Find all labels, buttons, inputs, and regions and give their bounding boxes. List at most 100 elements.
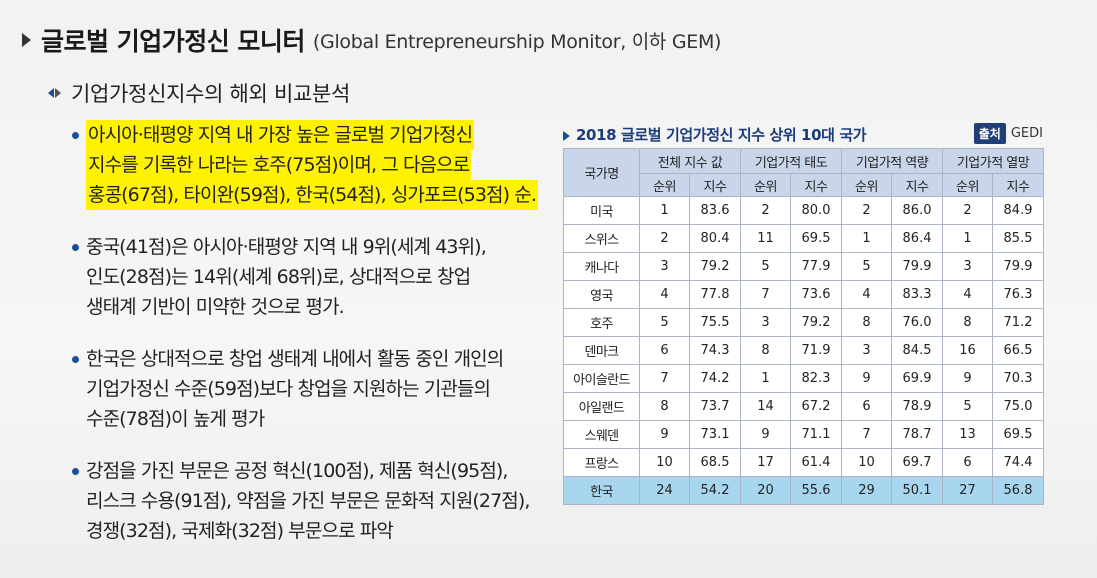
rank-cell: 2 [942, 196, 994, 225]
bullet-text: 수준(78점)이 높게 평가 [86, 408, 265, 430]
rank-cell: 6 [639, 336, 690, 365]
group-header: 기업가적 태도 [740, 148, 843, 174]
index-cell: 71.2 [992, 308, 1045, 337]
rank-header: 순위 [942, 173, 994, 197]
country-cell: 한국 [563, 476, 640, 505]
rank-cell: 8 [639, 392, 690, 421]
rank-cell: 14 [740, 392, 792, 421]
index-cell: 80.4 [688, 224, 742, 253]
index-cell: 82.3 [790, 364, 843, 393]
index-cell: 73.1 [688, 420, 742, 449]
rank-cell: 3 [639, 252, 690, 281]
index-cell: 84.9 [992, 196, 1045, 225]
rank-cell: 1 [740, 364, 792, 393]
rank-cell: 5 [942, 392, 994, 421]
index-cell: 77.8 [688, 280, 742, 309]
rank-cell: 16 [942, 336, 994, 365]
index-cell: 73.6 [790, 280, 843, 309]
table-row: 아일랜드 8 73.7 14 67.2 6 78.9 5 75.0 [563, 392, 1045, 421]
bullet-line: 홍콩(67점), 타이완(59점), 한국(54점), 싱가포르(53점) 순. [86, 180, 552, 210]
bullet-line: 생태계 기반이 미약한 것으로 평가. [86, 292, 552, 322]
index-cell: 69.7 [891, 448, 944, 477]
bullet-line: 인도(28점)는 14위(세계 68위)로, 상대적으로 창업 [86, 262, 552, 292]
rank-cell: 5 [740, 252, 792, 281]
page-header: 글로벌 기업가정신 모니터 (Global Entrepreneurship M… [22, 22, 721, 58]
index-cell: 71.1 [790, 420, 843, 449]
rank-cell: 7 [639, 364, 690, 393]
index-cell: 79.2 [688, 252, 742, 281]
rank-cell: 6 [841, 392, 893, 421]
rank-cell: 17 [740, 448, 792, 477]
table-row: 스웨덴 9 73.1 9 71.1 7 78.7 13 69.5 [563, 420, 1045, 449]
bullet-line: 강점을 가진 부문은 공정 혁신(100점), 제품 혁신(95점), [86, 456, 552, 486]
rank-cell: 10 [841, 448, 893, 477]
table-row: 미국 1 83.6 2 80.0 2 86.0 2 84.9 [563, 196, 1045, 225]
index-cell: 86.0 [891, 196, 944, 225]
bullet-text: 경쟁(32점), 국제화(32점) 부문으로 파악 [86, 520, 394, 542]
index-cell: 79.9 [891, 252, 944, 281]
rank-cell: 6 [942, 448, 994, 477]
index-cell: 67.2 [790, 392, 843, 421]
page-title: 글로벌 기업가정신 모니터 [41, 27, 305, 56]
rank-cell: 8 [740, 336, 792, 365]
bullet-text: 중국(41점)은 아시아·태평양 지역 내 9위(세계 43위), [86, 236, 487, 258]
index-cell: 84.5 [891, 336, 944, 365]
rank-cell: 2 [841, 196, 893, 225]
group-header: 전체 지수 값 [638, 148, 742, 174]
index-cell: 85.5 [992, 224, 1045, 253]
index-header: 지수 [891, 173, 944, 197]
rank-cell: 7 [740, 280, 792, 309]
rank-cell: 8 [942, 308, 994, 337]
group-header: 기업가적 열망 [942, 148, 1045, 174]
bullet-list: 아시아·태평양 지역 내 가장 높은 글로벌 기업가정신 지수를 기록한 나라는 … [72, 120, 552, 568]
source-name: GEDI [1010, 126, 1043, 141]
bullet-text: 인도(28점)는 14위(세계 68위)로, 상대적으로 창업 [86, 266, 471, 288]
rank-cell: 20 [740, 476, 792, 505]
rank-cell: 29 [841, 476, 893, 505]
rank-header: 순위 [841, 173, 893, 197]
index-cell: 76.3 [992, 280, 1045, 309]
bullet-item: 강점을 가진 부문은 공정 혁신(100점), 제품 혁신(95점), 리스크 수… [72, 456, 552, 546]
country-cell: 아이슬란드 [563, 364, 640, 393]
index-cell: 54.2 [688, 476, 742, 505]
rank-cell: 4 [942, 280, 994, 309]
rank-cell: 5 [639, 308, 690, 337]
rank-cell: 5 [841, 252, 893, 281]
index-cell: 83.6 [688, 196, 742, 225]
index-cell: 69.5 [992, 420, 1045, 449]
rank-cell: 4 [841, 280, 893, 309]
country-cell: 미국 [563, 196, 640, 225]
country-header: 국가명 [563, 148, 640, 197]
country-cell: 캐나다 [563, 252, 640, 281]
index-cell: 78.9 [891, 392, 944, 421]
rank-cell: 3 [841, 336, 893, 365]
rank-cell: 8 [841, 308, 893, 337]
bullet-line: 지수를 기록한 나라는 호주(75점)이며, 그 다음으로 [86, 150, 552, 180]
triangle-bullet-icon [22, 33, 31, 47]
index-cell: 73.7 [688, 392, 742, 421]
index-cell: 79.9 [992, 252, 1045, 281]
rank-cell: 9 [841, 364, 893, 393]
index-cell: 86.4 [891, 224, 944, 253]
index-cell: 55.6 [790, 476, 843, 505]
country-cell: 아일랜드 [563, 392, 640, 421]
rank-cell: 9 [639, 420, 690, 449]
index-cell: 76.0 [891, 308, 944, 337]
country-cell: 스웨덴 [563, 420, 640, 449]
index-header: 지수 [790, 173, 843, 197]
rank-cell: 13 [942, 420, 994, 449]
index-cell: 71.9 [790, 336, 843, 365]
rank-cell: 2 [639, 224, 690, 253]
bullet-text: 한국은 상대적으로 창업 생태계 내에서 활동 중인 개인의 [86, 348, 504, 370]
index-cell: 74.2 [688, 364, 742, 393]
bullet-dot-icon [72, 356, 79, 363]
bullet-dot-icon [72, 132, 79, 139]
diamond-bullet-icon [48, 88, 61, 98]
bullet-item: 아시아·태평양 지역 내 가장 높은 글로벌 기업가정신 지수를 기록한 나라는 … [72, 120, 552, 210]
bullet-text: 생태계 기반이 미약한 것으로 평가. [86, 296, 345, 318]
table-row: 프랑스 10 68.5 17 61.4 10 69.7 6 74.4 [563, 448, 1045, 477]
bullet-item: 한국은 상대적으로 창업 생태계 내에서 활동 중인 개인의 기업가정신 수준(5… [72, 344, 552, 434]
index-header: 지수 [688, 173, 742, 197]
index-cell: 61.4 [790, 448, 843, 477]
index-cell: 78.7 [891, 420, 944, 449]
